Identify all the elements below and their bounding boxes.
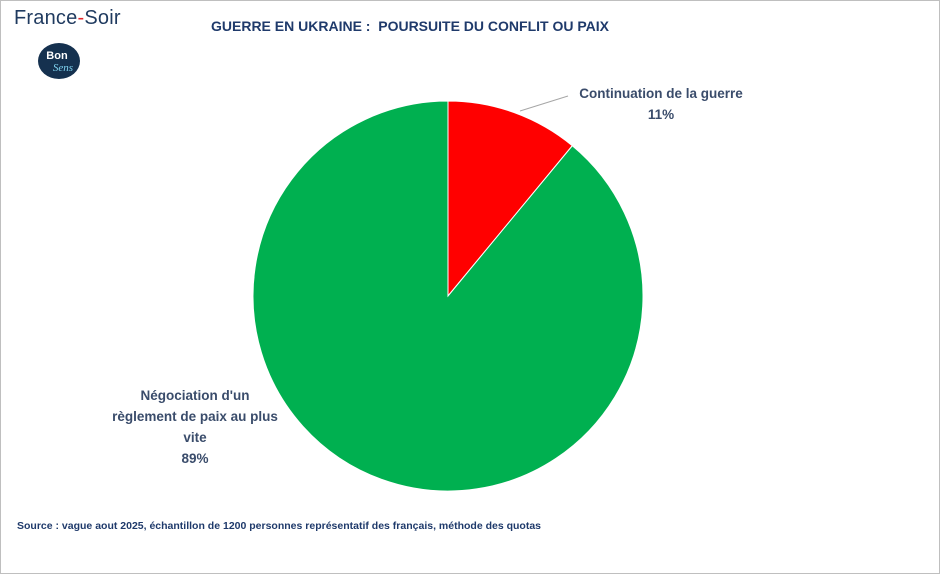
slice-label-negociation-line2: règlement de paix au plus: [112, 409, 278, 424]
slice-value-negociation: 89%: [181, 451, 209, 466]
slice-label-continuation-text: Continuation de la guerre: [579, 86, 743, 101]
brand-name-part2: Soir: [84, 7, 121, 29]
slice-value-continuation: 11%: [647, 107, 675, 122]
brand-name-dash: -: [77, 7, 85, 29]
slice-label-negociation-line1: Négociation d'un: [140, 388, 250, 403]
pie-slice-negociation: [252, 100, 644, 492]
source-note: Source : vague aout 2025, échantillon de…: [17, 520, 542, 532]
chart-title: GUERRE EN UKRAINE : POURSUITE DU CONFLIT…: [211, 18, 609, 34]
logo-text-top: Bon: [46, 50, 68, 62]
slice-label-negociation: Négociation d'un règlement de paix au pl…: [100, 385, 290, 469]
slice-label-negociation-line3: vite: [183, 430, 207, 445]
logo-text-bottom: Sens: [53, 62, 73, 74]
brand-name-part1: France: [14, 7, 78, 29]
bon-sens-logo: Bon Sens: [38, 43, 80, 79]
pie-slice-continuation: [447, 100, 574, 298]
slice-label-continuation: Continuation de la guerre 11%: [572, 83, 750, 125]
brand-name: France-Soir: [14, 7, 121, 30]
leader-line: [519, 95, 569, 112]
